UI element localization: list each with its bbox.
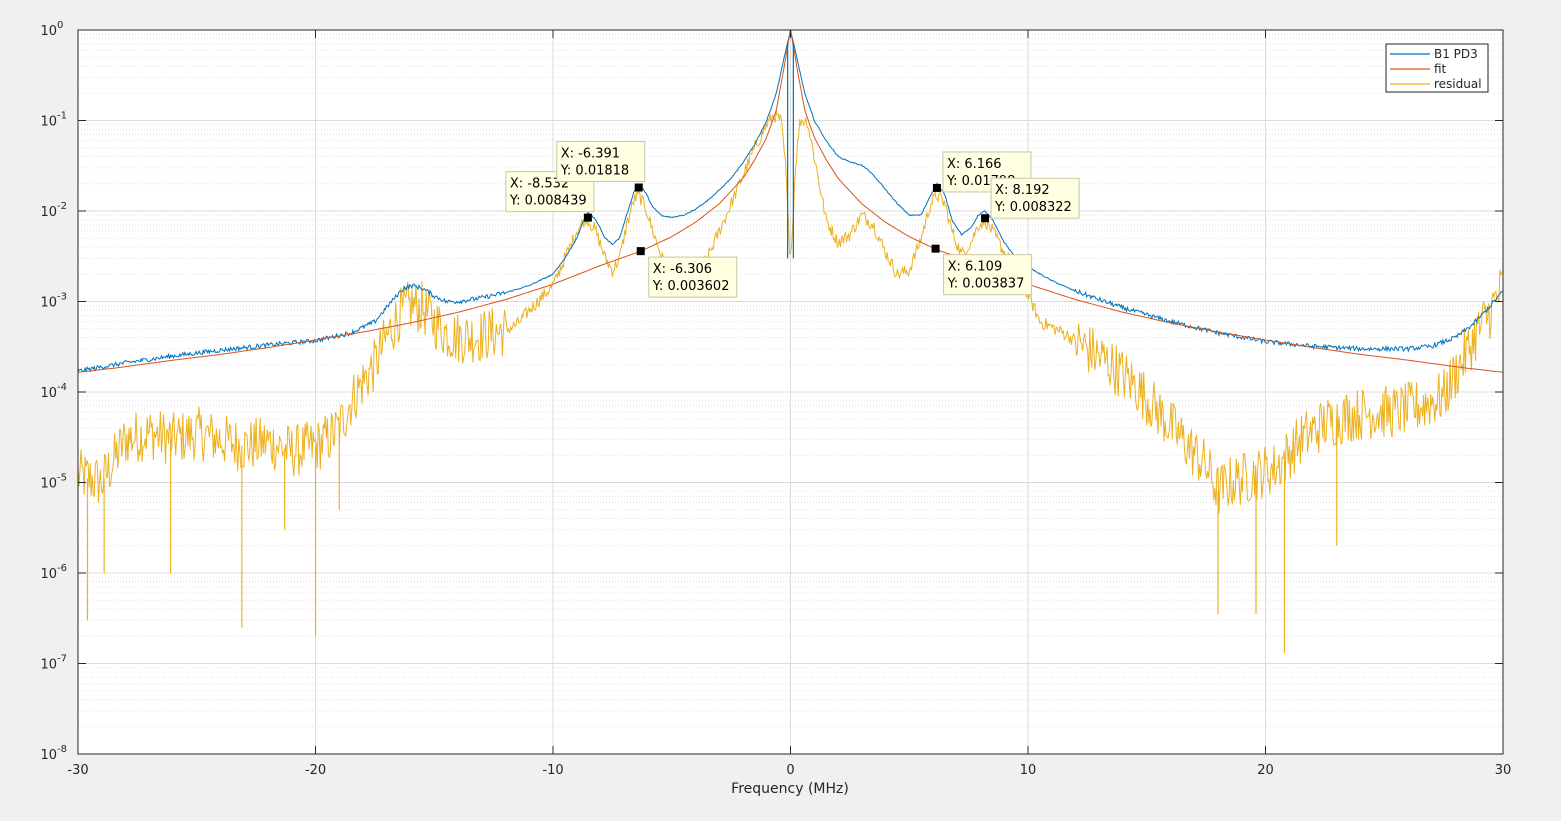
y-tick-exponent: -6 [57, 563, 67, 574]
datatip-marker[interactable] [583, 213, 592, 222]
datatip-y-label: Y: 0.008322 [994, 200, 1072, 215]
y-tick-exponent: -7 [57, 654, 67, 665]
x-tick-label: 10 [1020, 763, 1037, 778]
datatip-box[interactable] [990, 177, 1080, 219]
annotation-layer: X: -8.532 Y: 0.008439 X: -6.391 Y: 0.01818 X… [505, 141, 1080, 298]
y-tick-label: 10 [40, 24, 57, 39]
y-tick-label: 10 [40, 205, 57, 220]
y-tick-label: 10 [40, 567, 57, 582]
datatip-marker[interactable] [981, 214, 990, 223]
datatip-x-label: X: -6.306 [653, 262, 712, 277]
x-tick-label: -20 [305, 763, 326, 778]
y-tick-label: 10 [40, 386, 57, 401]
datatip-x-label: X: 6.166 [947, 157, 1002, 172]
x-tick-label: 0 [786, 763, 794, 778]
y-tick-label: 10 [40, 115, 57, 130]
y-tick-exponent: -5 [57, 473, 67, 484]
datatip-y-label: Y: 0.003837 [947, 277, 1025, 292]
datatip-y-label: Y: 0.01818 [560, 164, 630, 179]
y-tick-exponent: -4 [57, 382, 67, 393]
y-tick-label: 10 [40, 477, 57, 492]
y-tick-label: 10 [40, 658, 57, 673]
y-tick-label: 10 [40, 296, 57, 311]
legend-label: residual [1434, 77, 1482, 91]
datatip-marker[interactable] [634, 183, 643, 192]
datatip-marker[interactable] [932, 183, 941, 192]
x-tick-labels: -30 -20 -10 0 10 20 30 [67, 763, 1511, 778]
datatip-box[interactable] [648, 256, 738, 298]
x-axis-label: Frequency (MHz) [731, 781, 849, 797]
x-tick-label: 30 [1495, 763, 1512, 778]
y-tick-exponent: -2 [57, 201, 67, 212]
y-tick-label: 10 [40, 748, 57, 763]
datatip-x-label: X: -6.391 [561, 147, 620, 162]
tick-layer [77, 29, 1504, 755]
datatip-x-label: X: 6.109 [948, 260, 1003, 275]
datatip-x-label: X: 8.192 [995, 183, 1050, 198]
y-tick-exponent: -3 [57, 292, 67, 303]
y-tick-exponent: -1 [57, 111, 67, 122]
datatip-marker[interactable] [636, 247, 645, 256]
datatip-x-label: X: -8.532 [510, 177, 569, 192]
x-tick-label: 20 [1257, 763, 1274, 778]
series-line-residual [77, 110, 1504, 514]
datatip-box[interactable] [943, 254, 1033, 296]
y-tick-exponent: 0 [57, 20, 63, 31]
y-tick-exponent: -8 [57, 744, 67, 755]
datatip-y-label: Y: 0.008439 [509, 194, 587, 209]
spike-layer [86, 42, 1338, 654]
legend-label: B1 PD3 [1434, 47, 1478, 61]
datatip-box[interactable] [556, 141, 646, 183]
datatip-marker[interactable] [931, 244, 940, 253]
x-tick-label: -10 [542, 763, 563, 778]
datatip-y-label: Y: 0.003602 [652, 279, 730, 294]
legend-label: fit [1434, 62, 1447, 76]
x-tick-label: -30 [67, 763, 88, 778]
